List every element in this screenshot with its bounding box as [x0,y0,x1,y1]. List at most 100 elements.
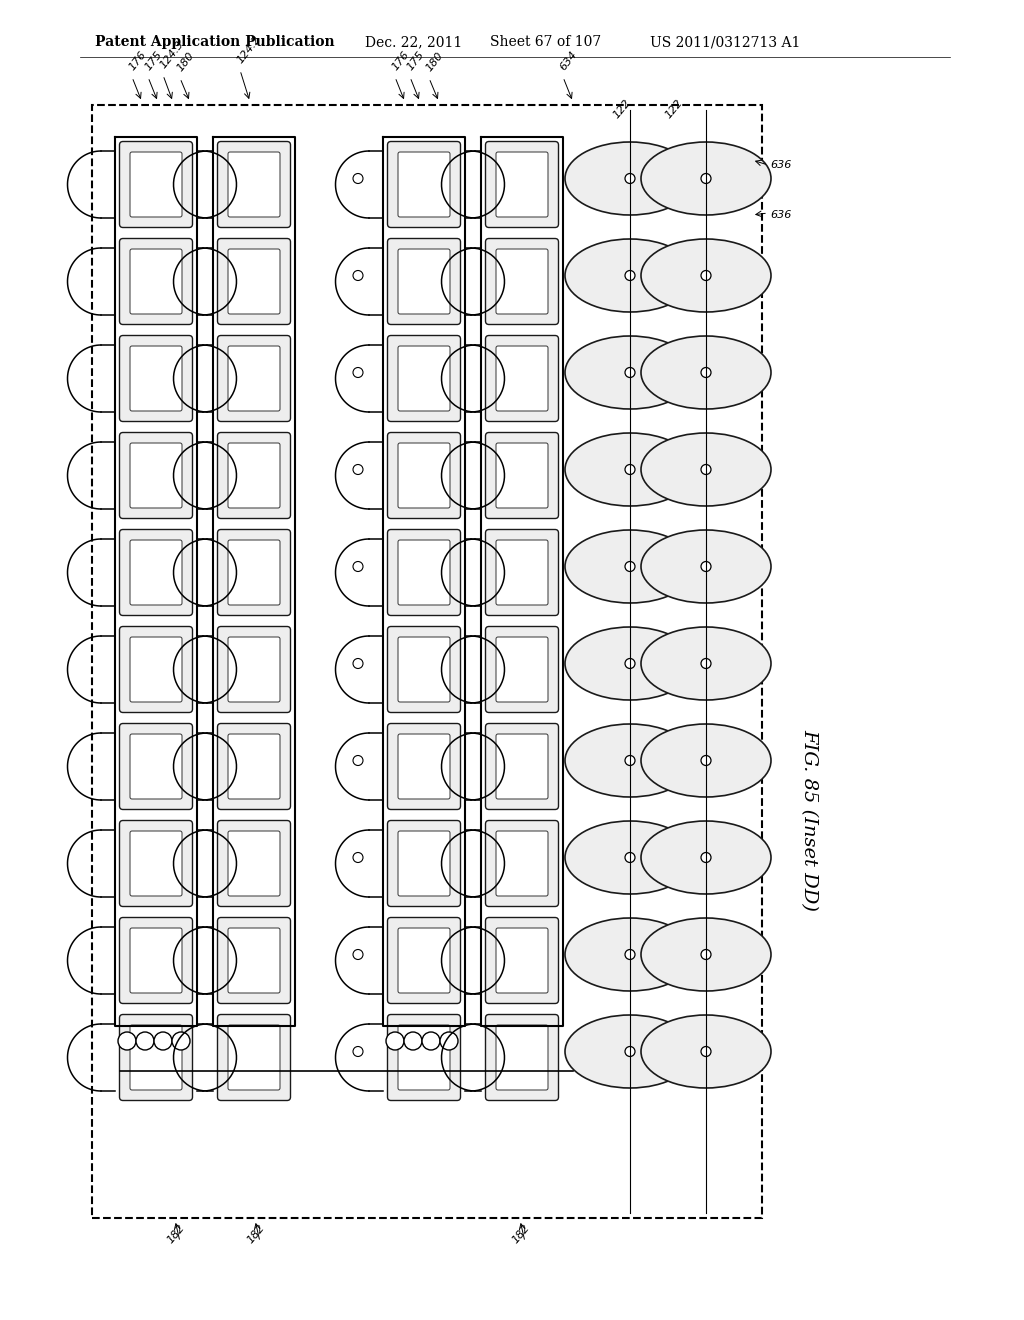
Circle shape [353,173,362,183]
FancyBboxPatch shape [496,638,548,702]
FancyBboxPatch shape [496,152,548,216]
Text: US 2011/0312713 A1: US 2011/0312713 A1 [650,36,801,49]
Text: 182: 182 [510,1222,531,1245]
FancyBboxPatch shape [398,638,450,702]
Circle shape [353,367,362,378]
FancyBboxPatch shape [130,152,182,216]
Circle shape [353,949,362,960]
FancyBboxPatch shape [387,723,461,809]
FancyBboxPatch shape [387,627,461,713]
FancyBboxPatch shape [120,627,193,713]
Ellipse shape [641,433,771,506]
Circle shape [353,271,362,281]
Circle shape [625,659,635,668]
Ellipse shape [565,917,695,991]
FancyBboxPatch shape [496,444,548,508]
FancyBboxPatch shape [398,928,450,993]
Ellipse shape [565,531,695,603]
Circle shape [172,1032,190,1049]
FancyBboxPatch shape [485,723,558,809]
FancyBboxPatch shape [217,821,291,907]
Ellipse shape [565,723,695,797]
Circle shape [154,1032,172,1049]
Ellipse shape [565,627,695,700]
Ellipse shape [641,917,771,991]
Text: 182: 182 [245,1222,266,1245]
FancyBboxPatch shape [387,529,461,615]
Ellipse shape [641,723,771,797]
Text: 636: 636 [770,210,792,220]
FancyBboxPatch shape [217,529,291,615]
Text: 636: 636 [770,160,792,170]
Circle shape [625,465,635,474]
Circle shape [701,1047,711,1056]
FancyBboxPatch shape [217,917,291,1003]
FancyBboxPatch shape [120,335,193,421]
FancyBboxPatch shape [120,1015,193,1101]
FancyBboxPatch shape [120,433,193,519]
FancyBboxPatch shape [485,627,558,713]
Circle shape [440,1032,458,1049]
FancyBboxPatch shape [485,821,558,907]
FancyBboxPatch shape [120,917,193,1003]
FancyBboxPatch shape [130,346,182,411]
FancyBboxPatch shape [228,346,280,411]
Text: 176: 176 [390,49,411,73]
FancyBboxPatch shape [496,1026,548,1090]
Ellipse shape [565,337,695,409]
Ellipse shape [641,1015,771,1088]
Ellipse shape [565,143,695,215]
FancyBboxPatch shape [496,832,548,896]
Ellipse shape [641,337,771,409]
FancyBboxPatch shape [485,917,558,1003]
Text: Sheet 67 of 107: Sheet 67 of 107 [490,36,601,49]
FancyBboxPatch shape [130,734,182,799]
Text: 180: 180 [424,50,445,73]
Text: 122: 122 [663,98,684,120]
Circle shape [353,465,362,474]
Ellipse shape [641,821,771,894]
Circle shape [422,1032,440,1049]
FancyBboxPatch shape [130,540,182,605]
Ellipse shape [565,433,695,506]
FancyBboxPatch shape [398,832,450,896]
Text: 175: 175 [143,49,164,73]
Circle shape [353,659,362,668]
Text: 175: 175 [406,49,426,73]
Circle shape [625,271,635,281]
Ellipse shape [565,821,695,894]
Circle shape [353,755,362,766]
Circle shape [701,755,711,766]
FancyBboxPatch shape [130,638,182,702]
FancyBboxPatch shape [217,141,291,227]
FancyBboxPatch shape [228,638,280,702]
FancyBboxPatch shape [130,249,182,314]
FancyBboxPatch shape [398,249,450,314]
Circle shape [625,561,635,572]
FancyBboxPatch shape [485,433,558,519]
FancyBboxPatch shape [496,346,548,411]
FancyBboxPatch shape [387,141,461,227]
Circle shape [625,1047,635,1056]
FancyBboxPatch shape [485,335,558,421]
Circle shape [701,561,711,572]
Circle shape [353,561,362,572]
Text: 124.2: 124.2 [234,33,262,65]
FancyBboxPatch shape [485,1015,558,1101]
FancyBboxPatch shape [496,734,548,799]
FancyBboxPatch shape [387,1015,461,1101]
Circle shape [701,271,711,281]
FancyBboxPatch shape [228,249,280,314]
FancyBboxPatch shape [228,928,280,993]
Text: FIG. 85 (Inset DD): FIG. 85 (Inset DD) [800,729,818,911]
Circle shape [701,173,711,183]
FancyBboxPatch shape [130,928,182,993]
FancyBboxPatch shape [120,723,193,809]
FancyBboxPatch shape [228,540,280,605]
Ellipse shape [641,627,771,700]
Circle shape [118,1032,136,1049]
Circle shape [404,1032,422,1049]
FancyBboxPatch shape [485,239,558,325]
Bar [92,106,762,1218]
FancyBboxPatch shape [120,529,193,615]
